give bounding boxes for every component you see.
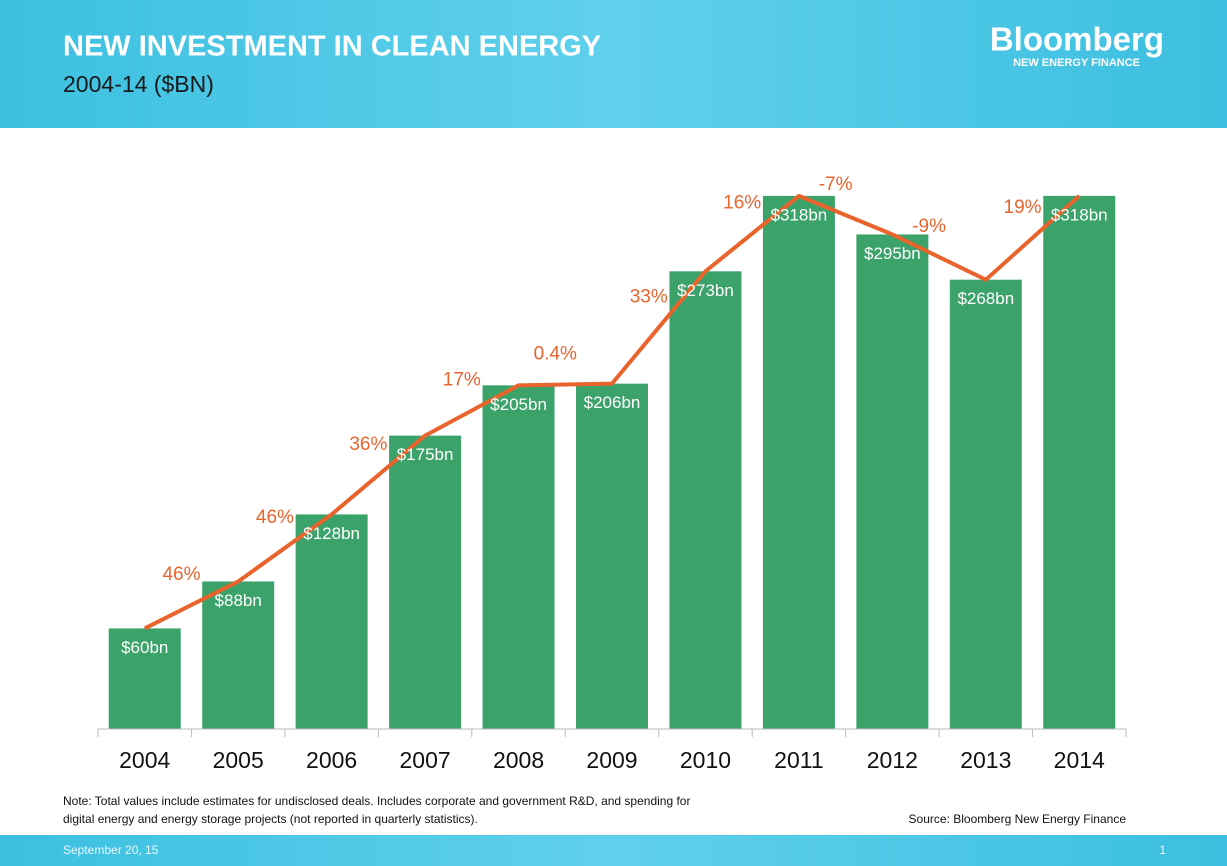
source: Source: Bloomberg New Energy Finance <box>909 812 1127 826</box>
growth-label: -9% <box>912 216 946 237</box>
x-tick-label: 2013 <box>960 747 1011 773</box>
x-tick-label: 2006 <box>306 747 357 773</box>
value-label: $205bn <box>490 395 547 414</box>
bar <box>576 383 648 729</box>
logo-tagline: NEW ENERGY FINANCE <box>1013 57 1140 69</box>
growth-label: 33% <box>630 287 668 308</box>
bar <box>108 628 181 729</box>
bar <box>1043 195 1116 730</box>
growth-label: 17% <box>443 369 481 390</box>
x-tick-label: 2005 <box>213 747 264 773</box>
x-tick-label: 2004 <box>119 747 170 773</box>
value-label: $318bn <box>1051 205 1108 224</box>
growth-label: 0.4% <box>534 344 577 365</box>
x-tick-label: 2007 <box>400 747 451 773</box>
x-tick-label: 2010 <box>680 747 731 773</box>
value-label: $318bn <box>771 205 828 224</box>
x-tick-label: 2011 <box>774 747 823 773</box>
value-label: $175bn <box>397 445 454 464</box>
note-line: Note: Total values include estimates for… <box>63 794 690 808</box>
x-tick-label: 2014 <box>1054 747 1105 773</box>
growth-line <box>143 193 1081 631</box>
chart-title: NEW INVESTMENT IN CLEAN ENERGY <box>63 31 601 63</box>
growth-label: 36% <box>349 434 387 455</box>
bar <box>202 581 275 729</box>
header-band <box>0 0 1227 128</box>
growth-label: 46% <box>256 507 294 528</box>
bar <box>762 195 835 730</box>
bar <box>949 279 1022 729</box>
note-line: digital energy and energy storage projec… <box>63 812 478 826</box>
x-tick-label: 2008 <box>493 747 544 773</box>
footer-band <box>0 835 1227 866</box>
x-tick-label: 2012 <box>867 747 918 773</box>
page-number: 1 <box>1159 843 1166 857</box>
bar <box>389 435 462 729</box>
footer-date: September 20, 15 <box>63 843 159 857</box>
x-tick-label: 2009 <box>586 747 637 773</box>
bar <box>295 514 368 729</box>
bar <box>856 234 929 730</box>
chart-subtitle: 2004-14 ($BN) <box>63 71 214 97</box>
growth-label: 16% <box>723 193 761 214</box>
value-label: $295bn <box>864 244 921 263</box>
bar <box>482 385 555 729</box>
value-label: $273bn <box>677 281 734 300</box>
value-label: $206bn <box>584 393 641 412</box>
growth-label: 46% <box>162 564 200 585</box>
growth-label: -7% <box>819 174 853 195</box>
value-label: $128bn <box>303 524 360 543</box>
logo-name: Bloomberg <box>990 21 1164 58</box>
value-label: $88bn <box>215 591 262 610</box>
bar <box>669 271 742 729</box>
value-label: $268bn <box>957 289 1014 308</box>
value-label: $60bn <box>121 638 168 657</box>
growth-label: 19% <box>1004 197 1042 218</box>
